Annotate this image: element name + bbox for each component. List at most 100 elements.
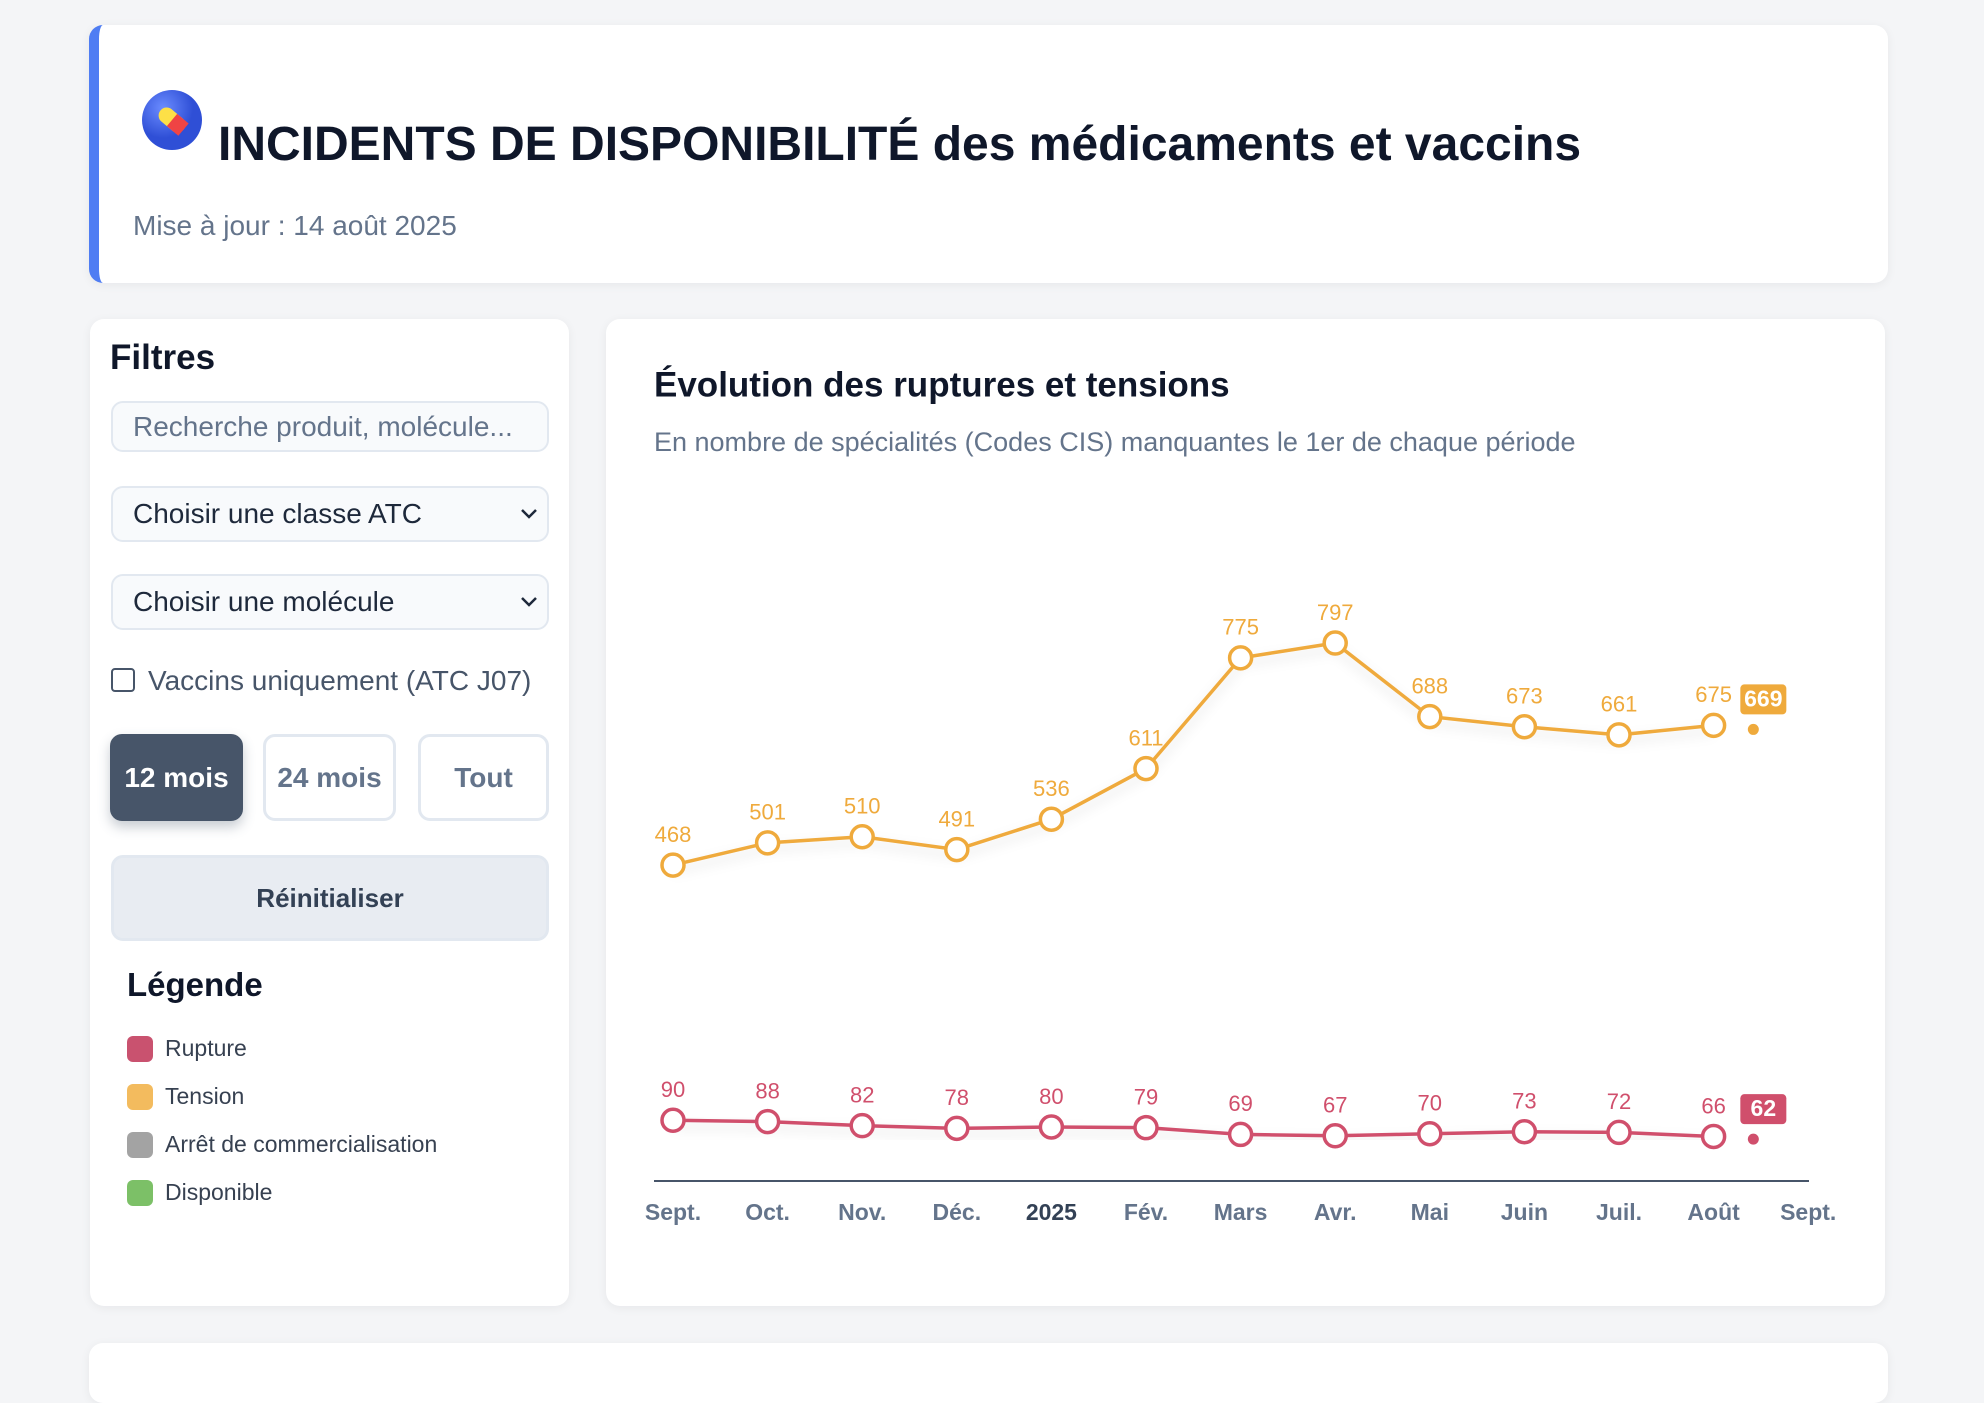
period-button[interactable]: Tout	[418, 734, 549, 821]
legend-label: Arrêt de commercialisation	[165, 1131, 438, 1157]
data-label: 673	[1506, 684, 1543, 709]
point	[1322, 630, 1348, 656]
legend-swatch	[127, 1035, 153, 1062]
legend-swatch	[127, 1083, 153, 1110]
series: 468 501 510 491 536 611 775 797 688 673 661 675 669	[655, 600, 1787, 878]
x-tick-label: Avr.	[1314, 1199, 1357, 1225]
header-icon	[142, 90, 202, 150]
point	[849, 824, 875, 850]
data-label: 70	[1418, 1091, 1442, 1116]
point	[1511, 713, 1538, 740]
point	[754, 830, 781, 856]
data-label: 82	[850, 1082, 874, 1107]
data-label: 491	[938, 806, 975, 831]
data-label: 72	[1607, 1089, 1631, 1114]
data-label: 510	[844, 794, 881, 819]
data-label: 66	[1701, 1093, 1725, 1118]
legend-label: Tension	[165, 1083, 245, 1109]
title-bold: INCIDENTS DE DISPONIBILITÉ	[218, 118, 920, 171]
data-label: 67	[1323, 1093, 1347, 1118]
atc-select[interactable]: Choisir une classe ATC	[111, 486, 549, 542]
x-tick-label: Nov.	[838, 1199, 886, 1225]
data-label: 79	[1134, 1084, 1158, 1109]
vaccine-checkbox[interactable]	[111, 668, 135, 692]
period-button[interactable]: 12 mois	[110, 734, 243, 821]
legend-swatch	[127, 1179, 153, 1206]
x-tick-label: 2025	[1026, 1199, 1077, 1225]
header-card: INCIDENTS DE DISPONIBILITÉ des médicamen…	[89, 25, 1888, 283]
point	[660, 852, 686, 878]
x-tick-label: Sept.	[645, 1199, 701, 1225]
legend-title: Légende	[127, 966, 263, 1003]
point	[1322, 1123, 1348, 1149]
point	[1700, 712, 1727, 739]
latest-label: 62	[1751, 1095, 1777, 1121]
latest-label: 669	[1744, 686, 1782, 712]
point	[944, 836, 970, 863]
data-label: 90	[661, 1077, 685, 1102]
x-tick-label: Août	[1687, 1199, 1740, 1225]
point	[1038, 1114, 1065, 1140]
molecule-select[interactable]: Choisir une molécule	[111, 574, 549, 630]
point	[1417, 1121, 1443, 1147]
x-tick-label: Mai	[1411, 1199, 1449, 1225]
latest-point	[1747, 723, 1759, 735]
point	[1606, 722, 1632, 748]
latest-badge	[1740, 684, 1787, 715]
vaccine-label[interactable]: Vaccins uniquement (ATC J07)	[148, 665, 532, 696]
x-tick-label: Juin	[1501, 1199, 1548, 1225]
data-label: 88	[755, 1078, 779, 1103]
search-input[interactable]: Recherche produit, molécule...	[111, 401, 549, 452]
legend-item: Tension	[127, 1083, 244, 1110]
point	[1417, 703, 1443, 730]
chart-title: Évolution des ruptures et tensions	[654, 364, 1230, 404]
legend-item: Arrêt de commercialisation	[127, 1131, 437, 1158]
point	[1700, 1123, 1727, 1150]
update-date: Mise à jour : 14 août 2025	[133, 210, 457, 241]
point	[1511, 1118, 1538, 1145]
next-card	[89, 1343, 1888, 1403]
body: INCIDENTS DE DISPONIBILITÉ des médicamen…	[89, 25, 1888, 1403]
legend-item: Rupture	[127, 1035, 247, 1062]
x-tick-label: Juil.	[1596, 1199, 1642, 1225]
x-tick-label: Déc.	[933, 1199, 982, 1225]
x-tick-label: Oct.	[745, 1199, 790, 1225]
page: Incidents de disponibilité {"header": {"…	[89, 25, 1888, 1403]
period-button[interactable]: 24 mois	[263, 734, 396, 821]
point	[1038, 806, 1065, 832]
data-label: 536	[1033, 776, 1070, 801]
legend-item: Disponible	[127, 1179, 272, 1206]
data-label: 661	[1601, 692, 1638, 717]
point	[944, 1115, 970, 1142]
series-line	[672, 641, 1714, 867]
legend-label: Rupture	[165, 1035, 247, 1061]
x-tick-label: Mars	[1214, 1199, 1268, 1225]
legend-swatch	[127, 1131, 153, 1158]
point	[1133, 755, 1159, 782]
latest-point	[1747, 1133, 1759, 1145]
reset-button[interactable]: Réinitialiser	[111, 855, 549, 941]
series-line	[672, 1118, 1714, 1139]
point	[1133, 1114, 1159, 1141]
x-tick-label: Fév.	[1124, 1199, 1168, 1225]
data-label: 468	[655, 822, 692, 847]
point	[754, 1108, 781, 1135]
data-label: 688	[1411, 673, 1448, 698]
data-label: 611	[1128, 725, 1163, 750]
point	[1606, 1119, 1632, 1146]
filters-title: Filtres	[110, 338, 216, 377]
data-label: 73	[1512, 1089, 1536, 1114]
select-arrows	[521, 509, 537, 607]
title-rest: des médicaments et vaccins	[932, 118, 1582, 171]
legend-label: Disponible	[165, 1179, 273, 1205]
chart-subtitle: En nombre de spécialités (Codes CIS) man…	[654, 427, 1576, 457]
data-label: 69	[1228, 1091, 1252, 1116]
point	[849, 1112, 875, 1139]
series: 90 88 82 78 80 79 69 67 70 73 72 66 62	[660, 1077, 1787, 1150]
data-label: 797	[1317, 600, 1354, 625]
data-label: 501	[749, 800, 786, 825]
x-tick-label: Sept.	[1780, 1199, 1836, 1225]
data-label: 78	[945, 1085, 969, 1110]
latest-badge	[1740, 1094, 1787, 1125]
header-title: INCIDENTS DE DISPONIBILITÉ des médicamen…	[218, 117, 1581, 172]
